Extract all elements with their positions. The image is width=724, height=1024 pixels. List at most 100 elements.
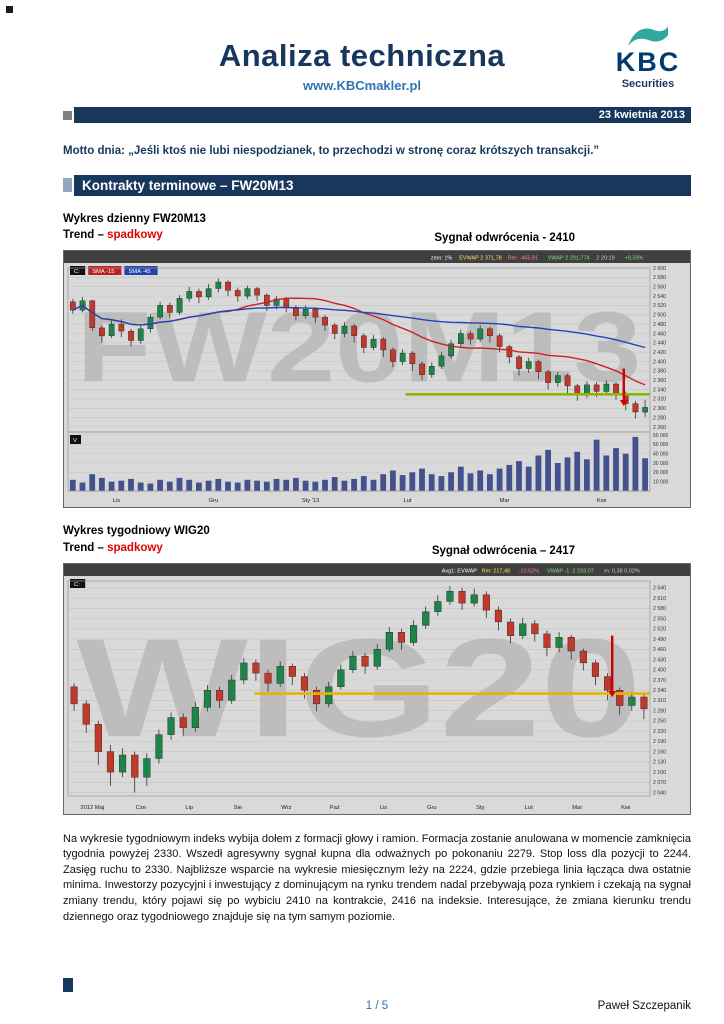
date-bar: 23 kwietnia 2013 xyxy=(74,107,691,123)
svg-text:2 160: 2 160 xyxy=(653,749,666,755)
svg-text:Kwi: Kwi xyxy=(597,498,606,504)
svg-text:2 400: 2 400 xyxy=(653,359,666,365)
svg-text:Rm: -465,81: Rm: -465,81 xyxy=(508,256,538,262)
kbc-logo-icon xyxy=(628,26,668,46)
page-footer: 1 / 5 Paweł Szczepanik xyxy=(63,978,691,1012)
svg-text:2 250: 2 250 xyxy=(653,718,666,724)
chart1-header-left: Wykres dzienny FW20M13 Trend – spadkowy xyxy=(63,211,206,244)
svg-text:30 000: 30 000 xyxy=(653,461,669,467)
chart1-trend-label: Trend – xyxy=(63,229,108,242)
author-name: Paweł Szczepanik xyxy=(597,1000,691,1012)
motto-text: Motto dnia: „Jeśli ktoś nie lubi niespod… xyxy=(63,145,600,157)
svg-text:2 520: 2 520 xyxy=(653,626,666,632)
chart2-trend-label: Trend – xyxy=(63,541,108,554)
svg-text:Sty '13: Sty '13 xyxy=(302,498,320,504)
svg-text:Lut: Lut xyxy=(525,805,533,811)
svg-text:2 280: 2 280 xyxy=(653,708,666,714)
section-title: Kontrakty terminowe – FW20M13 xyxy=(74,174,691,196)
svg-text:2 260: 2 260 xyxy=(653,425,666,431)
chart1-trend-value: spadkowy xyxy=(107,229,163,242)
svg-text:2 580: 2 580 xyxy=(653,606,666,612)
corner-mark xyxy=(6,6,13,13)
svg-text:2 040: 2 040 xyxy=(653,790,666,796)
svg-text:2 500: 2 500 xyxy=(653,313,666,319)
svg-text:V: V xyxy=(73,438,77,444)
svg-text:VWAP 2 291,774: VWAP 2 291,774 xyxy=(548,256,590,262)
svg-text:2 430: 2 430 xyxy=(653,657,666,663)
svg-text:Avg1: EVWAP: Avg1: EVWAP xyxy=(442,568,477,574)
svg-text:C:: C: xyxy=(74,269,80,275)
svg-text:10 000: 10 000 xyxy=(653,480,669,486)
svg-text:2 340: 2 340 xyxy=(653,688,666,694)
svg-text:Lis: Lis xyxy=(380,805,388,811)
svg-text:2 360: 2 360 xyxy=(653,378,666,384)
svg-text:2 460: 2 460 xyxy=(653,331,666,337)
svg-text:Sie: Sie xyxy=(234,805,242,811)
svg-text:2 480: 2 480 xyxy=(653,322,666,328)
svg-text:Lis: Lis xyxy=(113,498,121,504)
svg-text:2 130: 2 130 xyxy=(653,759,666,765)
chart2-trend-value: spadkowy xyxy=(107,541,163,554)
svg-text:2 320: 2 320 xyxy=(653,397,666,403)
page-number: 1 / 5 xyxy=(365,1000,389,1012)
svg-text:2 600: 2 600 xyxy=(653,266,666,272)
svg-text:Gru: Gru xyxy=(209,498,219,504)
svg-text:2 550: 2 550 xyxy=(653,616,666,622)
svg-text:Lip: Lip xyxy=(185,805,193,811)
svg-text:Cze: Cze xyxy=(136,805,146,811)
svg-text:2 370: 2 370 xyxy=(653,677,666,683)
chart1-title: Wykres dzienny FW20M13 xyxy=(63,212,206,225)
svg-text:EVWAP 2 371,78: EVWAP 2 371,78 xyxy=(459,256,502,262)
date-bar-row: 23 kwietnia 2013 xyxy=(63,107,691,123)
svg-text:Lut: Lut xyxy=(403,498,411,504)
svg-text:Mar: Mar xyxy=(572,805,582,811)
svg-text:m: 0,38 0,02%: m: 0,38 0,02% xyxy=(604,568,640,574)
content-area: 23 kwietnia 2013 Motto dnia: „Jeśli ktoś… xyxy=(0,107,724,925)
svg-text:C:: C: xyxy=(74,582,80,588)
chart1-trend: Trend – spadkowy xyxy=(63,227,206,244)
kbc-logo-text: KBC xyxy=(615,47,681,77)
chart-fw20m13-daily: zmn: 1% EVWAP 2 371,78 Rm: -465,81 VWAP 2 2… xyxy=(63,250,691,509)
svg-text:2 420: 2 420 xyxy=(653,350,666,356)
svg-text:20 000: 20 000 xyxy=(653,470,669,476)
svg-text:40 000: 40 000 xyxy=(653,452,669,458)
svg-text:2 300: 2 300 xyxy=(653,406,666,412)
footer-mark xyxy=(63,978,73,992)
svg-text:Mar: Mar xyxy=(500,498,510,504)
svg-text:2 610: 2 610 xyxy=(653,595,666,601)
svg-text:SMA -45: SMA -45 xyxy=(128,269,150,275)
svg-text:2 380: 2 380 xyxy=(653,369,666,375)
chart1-header: Wykres dzienny FW20M13 Trend – spadkowy … xyxy=(63,211,691,244)
svg-text:50 000: 50 000 xyxy=(653,442,669,448)
svg-text:2 070: 2 070 xyxy=(653,780,666,786)
svg-text:2 100: 2 100 xyxy=(653,769,666,775)
svg-text:Kwi: Kwi xyxy=(621,805,630,811)
report-header: KBC Securities Analiza techniczna www.KB… xyxy=(0,0,724,93)
report-date: 23 kwietnia 2013 xyxy=(598,109,685,121)
svg-text:Rm: 217,48: Rm: 217,48 xyxy=(482,568,510,574)
svg-text:2 460: 2 460 xyxy=(653,647,666,653)
svg-text:+0,33%: +0,33% xyxy=(625,256,644,262)
svg-text:zmn: 1%: zmn: 1% xyxy=(431,256,453,262)
analysis-text: Na wykresie tygodniowym indeks wybija do… xyxy=(63,832,691,923)
svg-text:2 560: 2 560 xyxy=(653,285,666,291)
svg-text:2 640: 2 640 xyxy=(653,585,666,591)
svg-text:Sty: Sty xyxy=(476,805,484,811)
svg-text:2 310: 2 310 xyxy=(653,698,666,704)
svg-text:VWAP -1: 2 233,07: VWAP -1: 2 233,07 xyxy=(547,568,594,574)
chart1-signal: Sygnał odwrócenia - 2410 xyxy=(434,232,575,245)
site-url: www.KBCmakler.pl xyxy=(303,78,421,93)
svg-text:2 400: 2 400 xyxy=(653,667,666,673)
svg-text:-10,52%: -10,52% xyxy=(519,568,540,574)
chart2-trend: Trend – spadkowy xyxy=(63,540,210,557)
svg-text:SMA -15: SMA -15 xyxy=(92,269,114,275)
svg-text:2 580: 2 580 xyxy=(653,275,666,281)
svg-text:2 20:19: 2 20:19 xyxy=(596,256,614,262)
svg-text:Gru: Gru xyxy=(427,805,437,811)
svg-text:2 340: 2 340 xyxy=(653,388,666,394)
date-bar-mark xyxy=(63,110,72,120)
chart2-signal: Sygnał odwrócenia – 2417 xyxy=(431,544,575,557)
svg-text:2 490: 2 490 xyxy=(653,636,666,642)
kbc-logo-subtext: Securities xyxy=(621,78,675,90)
